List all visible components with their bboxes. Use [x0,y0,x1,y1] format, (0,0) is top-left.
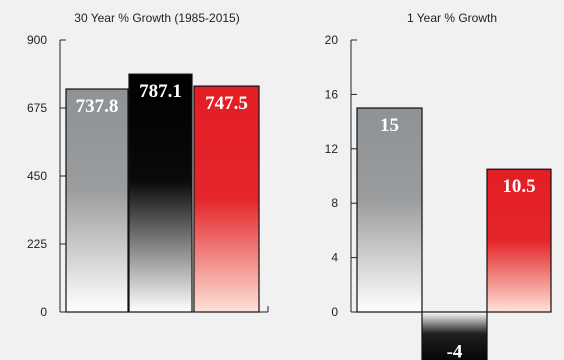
chart-right-value-labels: 15 -4 10.5 [380,115,536,360]
bar-value-label: 787.1 [139,81,182,102]
bar-red [486,168,552,313]
y-tick-label: 225 [27,237,47,251]
bar-gray [65,88,129,313]
y-tick-label: 12 [325,142,339,156]
y-tick-label: 900 [27,33,47,47]
chart-left: 30 Year % Growth (1985-2015) 0 225 450 675 9… [27,11,269,319]
y-tick-label: 8 [331,196,338,210]
chart-right: 1 Year % Growth 0 4 8 12 16 20 15 -4 10.5 [325,11,552,360]
y-tick-label: 0 [331,305,338,319]
bar-value-label: 15 [380,115,399,136]
y-tick-label: 4 [331,251,338,265]
y-tick-label: 20 [325,33,339,47]
bar-black [128,73,193,313]
y-tick-label: 0 [40,305,47,319]
chart-right-bars [356,107,552,360]
bar-red [193,85,260,313]
y-tick-label: 450 [27,169,47,183]
chart-right-title: 1 Year % Growth [407,11,497,25]
chart-left-bars [65,73,260,313]
bar-value-label: 747.5 [205,93,248,114]
y-tick-label: 675 [27,101,47,115]
y-tick-label: 16 [325,87,339,101]
bar-value-label: 737.8 [76,96,119,117]
bar-value-label: 10.5 [502,176,535,197]
bar-value-label: -4 [447,341,463,360]
chart-left-value-labels: 737.8 787.1 747.5 [76,81,248,117]
bar-gray [356,107,423,313]
bar-black [421,311,488,360]
chart-left-title: 30 Year % Growth (1985-2015) [74,11,239,25]
